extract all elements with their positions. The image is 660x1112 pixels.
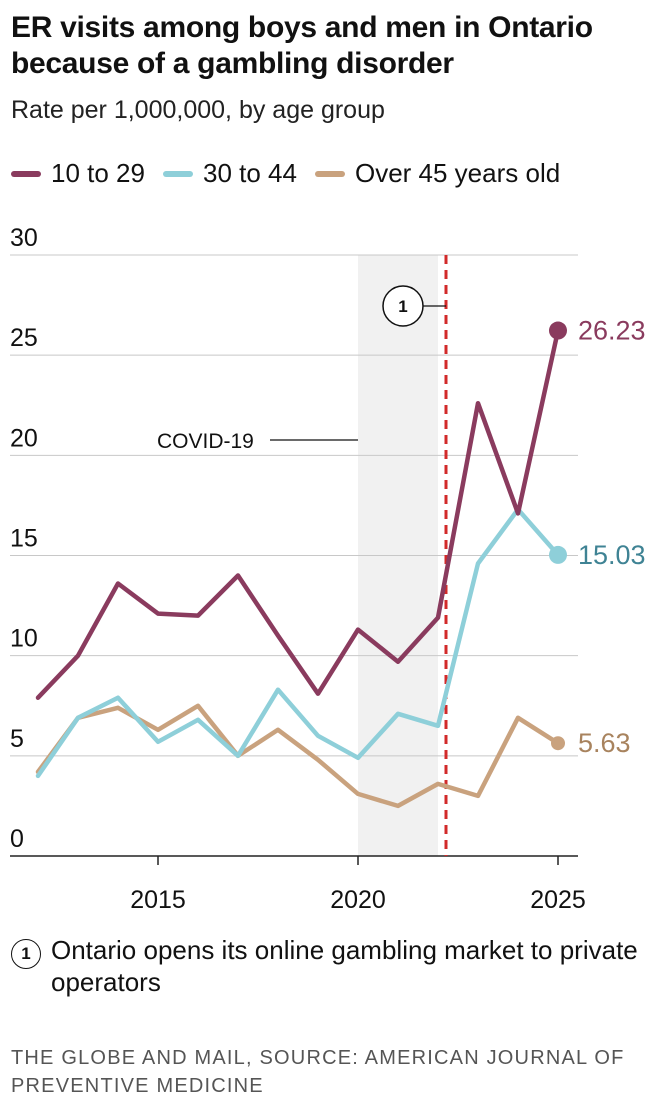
y-tick-label-30: 30	[10, 224, 38, 252]
footnote: 1 Ontario opens its online gambling mark…	[11, 934, 651, 998]
y-tick-label-0: 0	[10, 825, 24, 853]
chart-title: ER visits among boys and men in Ontario …	[11, 11, 593, 80]
legend-item-10-29: 10 to 29	[11, 158, 145, 189]
x-tick-label-2015: 2015	[130, 886, 186, 914]
series-line-30-44	[35, 507, 561, 779]
legend-label-10-29: 10 to 29	[51, 158, 145, 188]
y-tick-label-5: 5	[10, 725, 24, 753]
legend-item-30-44: 30 to 44	[162, 158, 297, 189]
end-label-over-45: 5.63	[578, 728, 631, 758]
series-line-over-45	[35, 703, 561, 809]
y-tick-label-20: 20	[10, 424, 38, 452]
legend-swatch-over-45	[314, 170, 345, 177]
footnote-marker: 1	[11, 939, 41, 969]
covid-label: COVID-19	[157, 430, 254, 453]
x-tick-label-2020: 2020	[330, 886, 386, 914]
legend-item-over-45: Over 45 years old	[314, 158, 561, 189]
y-tick-label-25: 25	[10, 324, 38, 352]
y-tick-label-10: 10	[10, 625, 38, 653]
policy-marker-number: 1	[398, 297, 407, 316]
chart-subtitle: Rate per 1,000,000, by age group	[11, 96, 385, 124]
end-label-10-29: 26.23	[578, 316, 646, 346]
legend-label-over-45: Over 45 years old	[354, 158, 561, 188]
legend-swatch-30-44	[162, 170, 193, 177]
legend: 10 to 29 30 to 44 Over 45 years old	[11, 158, 578, 189]
series-line-10-29	[35, 328, 561, 700]
legend-label-30-44: 30 to 44	[202, 158, 297, 188]
y-tick-label-15: 15	[10, 525, 38, 553]
end-point-30-44	[549, 545, 567, 564]
legend-swatch-10-29	[11, 170, 41, 177]
footnote-text: Ontario opens its online gambling market…	[51, 935, 638, 997]
source-credit: THE GLOBE AND MAIL, SOURCE: AMERICAN JOU…	[11, 1047, 625, 1097]
end-point-10-29	[549, 321, 567, 340]
end-point-over-45	[551, 736, 565, 751]
end-label-30-44: 15.03	[578, 540, 646, 570]
x-tick-label-2025: 2025	[530, 886, 586, 914]
